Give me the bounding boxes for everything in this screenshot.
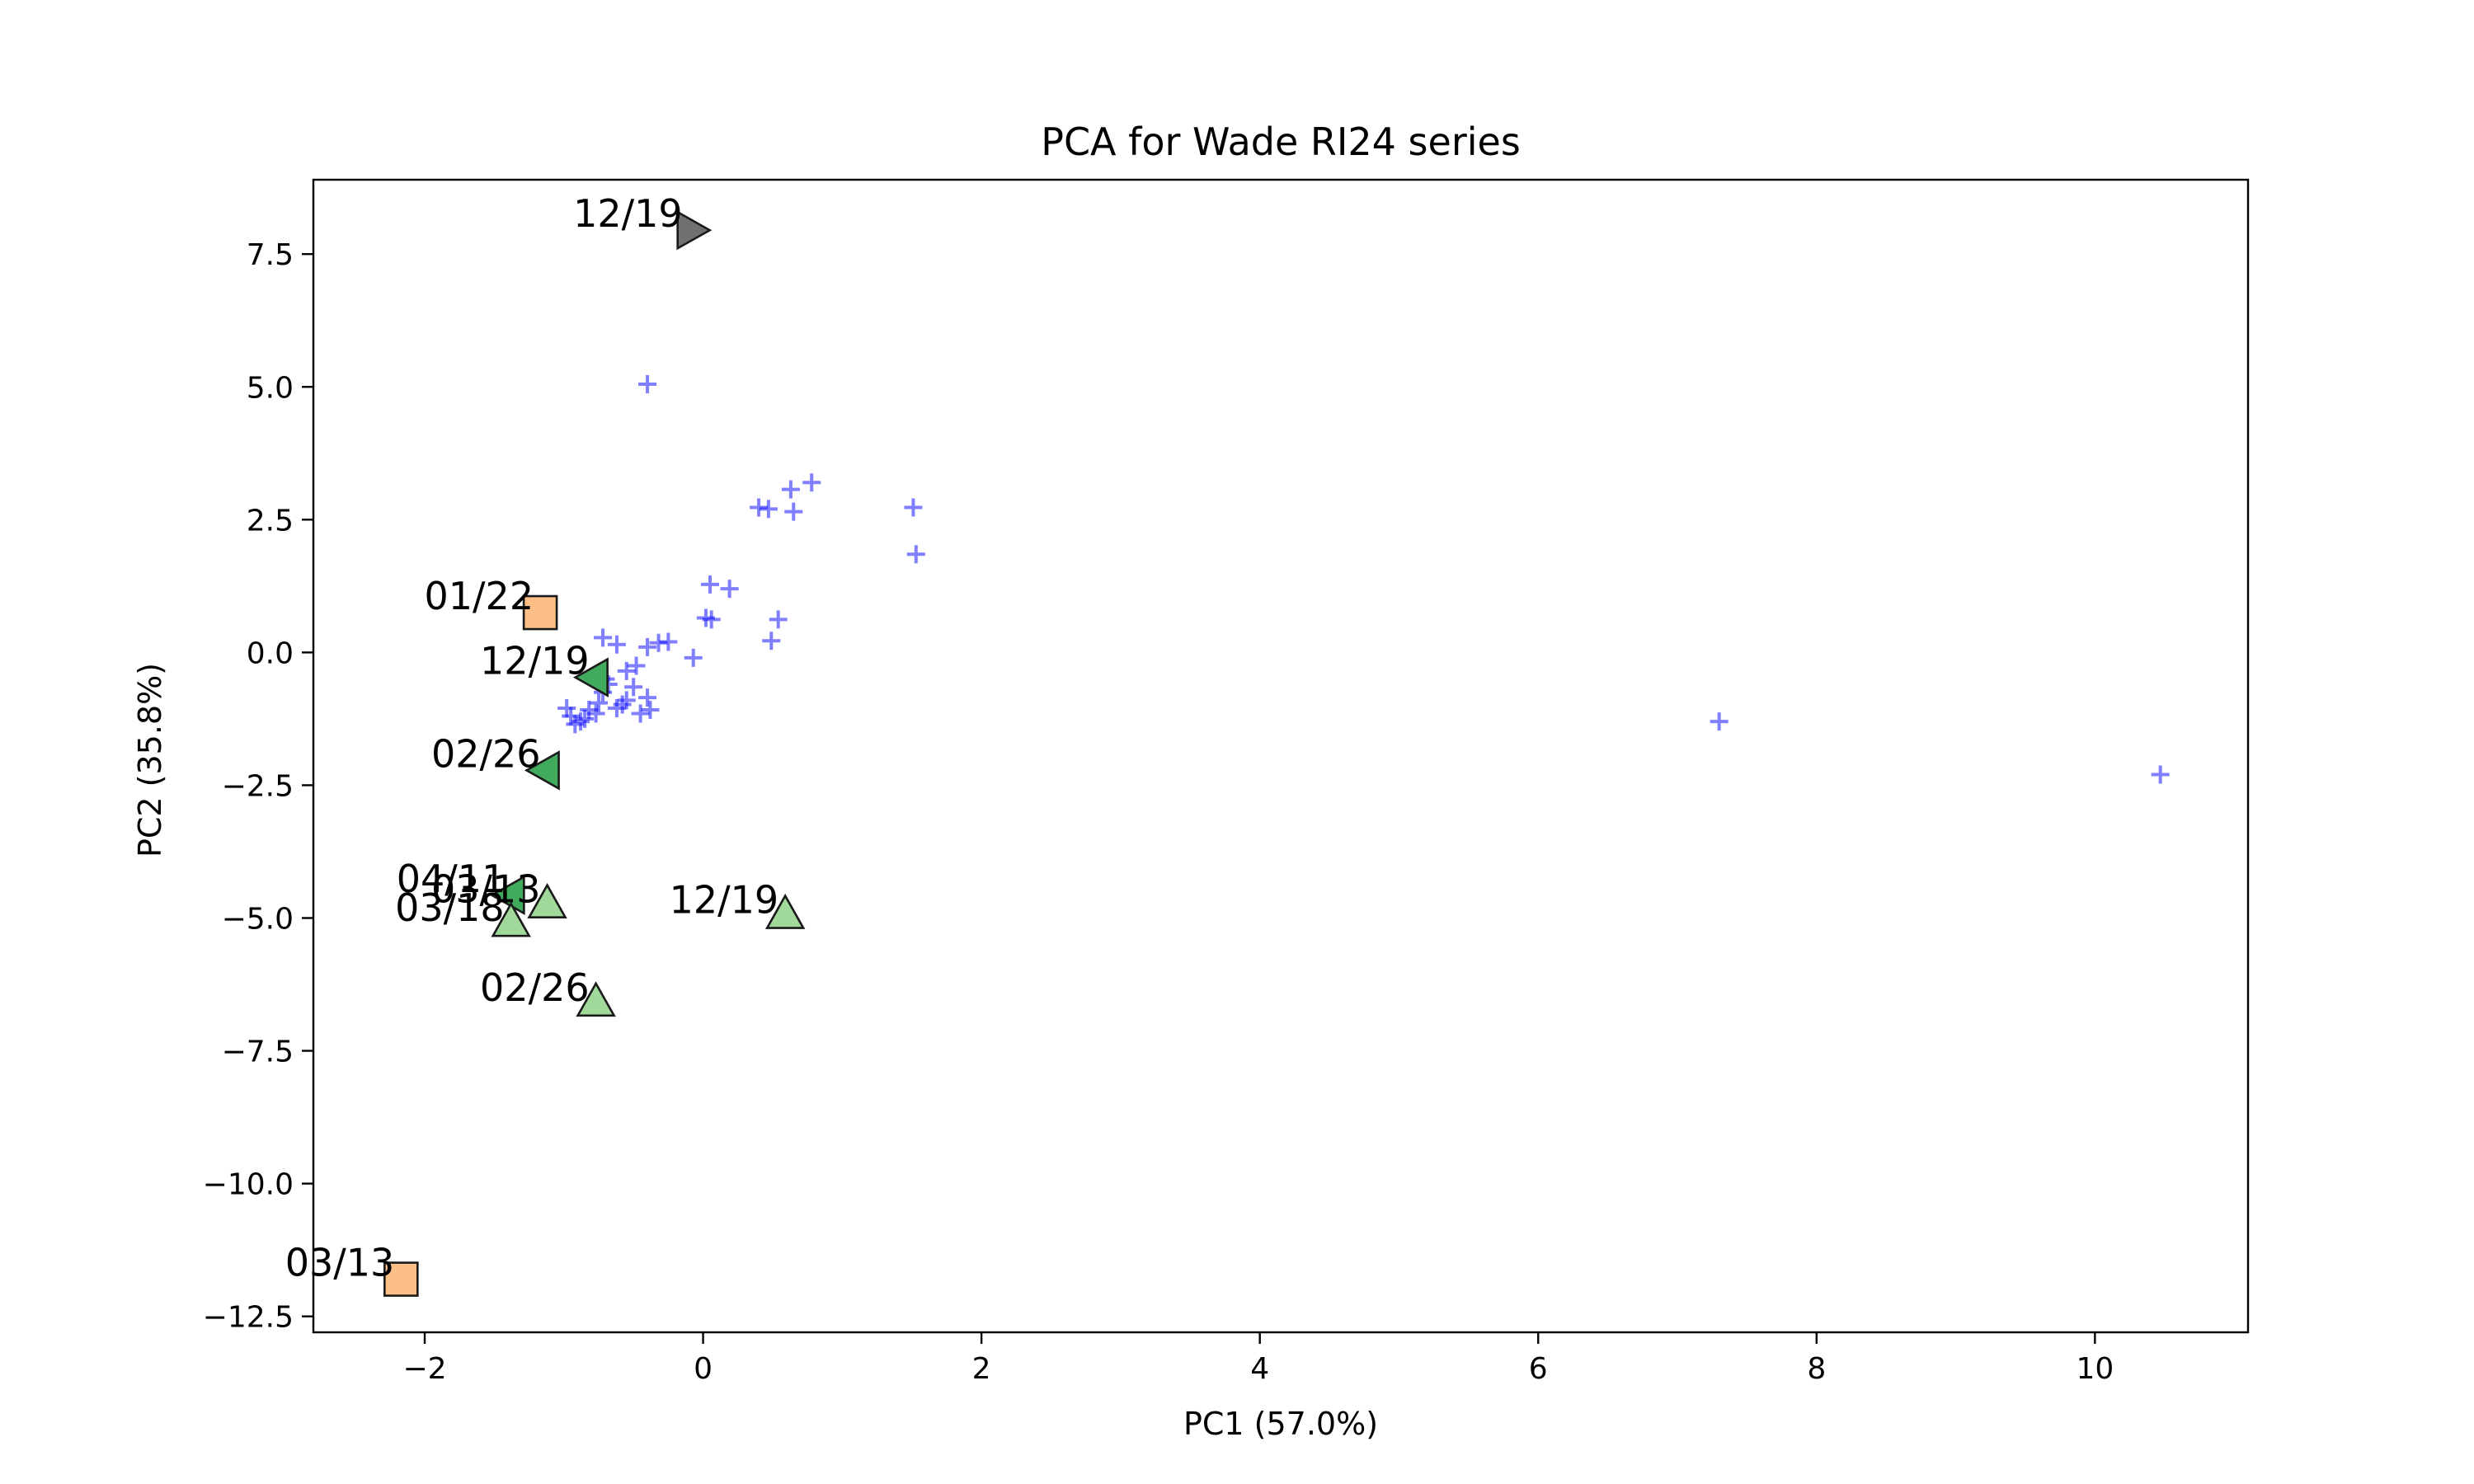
- data-point-plus: [631, 704, 650, 723]
- point-label: 02/26: [480, 965, 590, 1010]
- data-point-plus: [904, 498, 923, 517]
- data-point-plus: [638, 375, 657, 394]
- y-tick-label: −7.5: [222, 1036, 294, 1069]
- labeled-marker-triangle-left: [524, 750, 560, 791]
- labeled-marker-square: [522, 594, 558, 631]
- data-point-plus: [1710, 712, 1729, 731]
- y-tick-label: −10.0: [203, 1168, 294, 1202]
- point-label: 12/19: [670, 878, 779, 923]
- point-label: 03/13: [431, 867, 541, 912]
- data-point-plus: [649, 633, 668, 652]
- point-label: 04/11: [397, 857, 506, 901]
- data-point-plus: [576, 709, 595, 728]
- y-axis-label: PC2 (35.8%): [132, 663, 168, 857]
- y-tick-label: −5.0: [222, 902, 294, 936]
- y-tick-label: −2.5: [222, 769, 294, 803]
- x-tick-label: 10: [2076, 1352, 2114, 1386]
- labeled-marker-triangle-up: [576, 981, 616, 1017]
- data-point-plus: [701, 575, 720, 594]
- data-point-plus: [580, 700, 599, 719]
- x-tick-label: 4: [1250, 1352, 1269, 1386]
- y-tick-label: −12.5: [203, 1301, 294, 1335]
- data-point-plus: [784, 502, 803, 521]
- data-point-plus: [557, 699, 576, 718]
- point-label: 12/19: [480, 639, 590, 683]
- data-point-plus: [607, 635, 626, 654]
- data-point-plus: [702, 610, 721, 629]
- plot-frame: [312, 178, 2250, 1334]
- data-point-plus: [589, 693, 608, 712]
- data-point-plus: [566, 715, 585, 734]
- chart-title: PCA for Wade RI24 series: [1041, 120, 1521, 164]
- data-point-plus: [2151, 765, 2170, 784]
- data-point-plus: [613, 695, 632, 714]
- labeled-marker-triangle-left: [489, 875, 525, 916]
- labeled-marker-triangle-right: [676, 209, 713, 251]
- labeled-marker-triangle-up: [764, 893, 806, 929]
- x-tick-label: 8: [1807, 1352, 1826, 1386]
- data-point-plus: [641, 700, 660, 719]
- data-point-plus: [759, 500, 778, 519]
- data-point-plus: [762, 632, 781, 650]
- x-tick-label: 6: [1529, 1352, 1548, 1386]
- y-tick-label: 5.0: [247, 371, 294, 405]
- point-label: 03/13: [285, 1241, 395, 1285]
- labeled-marker-square: [383, 1261, 419, 1297]
- data-point-plus: [627, 656, 646, 675]
- x-tick-label: 0: [694, 1352, 713, 1386]
- data-point-plus: [802, 473, 821, 492]
- data-point-plus: [720, 580, 739, 599]
- data-point-plus: [617, 691, 636, 710]
- point-label: 02/26: [431, 731, 541, 776]
- data-point-plus: [617, 661, 636, 680]
- data-point-plus: [624, 678, 643, 697]
- y-tick-label: 0.0: [247, 636, 294, 670]
- point-label: 01/22: [425, 574, 534, 618]
- point-label: 03/18: [395, 885, 505, 930]
- x-tick-label: 2: [972, 1352, 991, 1386]
- data-point-plus: [769, 610, 788, 629]
- data-point-plus: [594, 628, 613, 647]
- data-point-plus: [638, 637, 657, 656]
- y-tick-label: 2.5: [247, 504, 294, 538]
- point-label: 12/19: [573, 191, 683, 236]
- y-tick-label: 7.5: [247, 238, 294, 272]
- data-point-plus: [684, 648, 703, 667]
- labeled-marker-triangle-left: [572, 657, 609, 697]
- data-point-plus: [781, 480, 800, 499]
- y-axis: 7.5 5.0 2.5 0.0 −2.5 −5.0 −7.5 −10.0 −12.5: [203, 238, 313, 1335]
- x-tick-label: −2: [402, 1352, 446, 1386]
- labeled-marker-triangle-up: [491, 901, 531, 937]
- data-point-plus: [906, 545, 925, 564]
- labeled-marker-triangle-up: [527, 883, 567, 918]
- data-point-plus: [562, 707, 581, 726]
- x-axis: −2 0 2 4 6 8 10: [402, 1332, 2114, 1386]
- data-point-plus: [638, 688, 657, 707]
- x-axis-label: PC1 (57.0%): [1183, 1406, 1378, 1442]
